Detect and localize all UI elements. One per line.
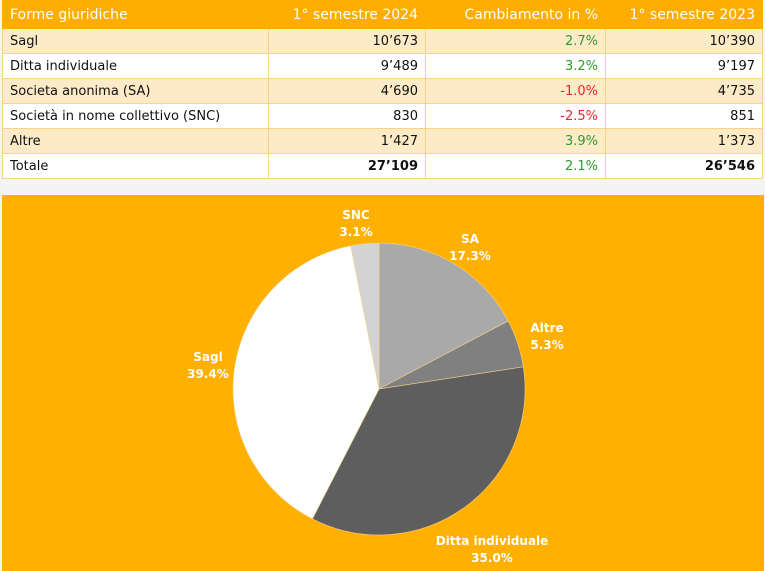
- cell-change-percent: 3.2%: [425, 53, 606, 79]
- slice-label: Altre: [530, 321, 563, 335]
- header-change-percent: Cambiamento in %: [425, 0, 606, 29]
- cell-legal-form: Sagl: [2, 28, 269, 54]
- cell-legal-form: Società in nome collettivo (SNC): [2, 103, 269, 129]
- cell-legal-form: Altre: [2, 128, 269, 154]
- cell-legal-form: Totale: [2, 153, 269, 179]
- table-row: Ditta individuale 9’489 3.2% 9’197: [2, 53, 763, 79]
- pie-chart: SA 17.3% Altre 5.3% Ditta individuale 35.0% Sa…: [187, 208, 563, 565]
- cell-semester-2024: 830: [268, 103, 426, 129]
- header-semester-2023: 1° semestre 2023: [605, 0, 763, 29]
- cell-semester-2024: 10’673: [268, 28, 426, 54]
- legal-forms-table: Forme giuridiche 1° semestre 2024 Cambia…: [2, 0, 763, 179]
- cell-semester-2024: 27’109: [268, 153, 426, 179]
- header-legal-form: Forme giuridiche: [2, 0, 269, 29]
- header-semester-2024: 1° semestre 2024: [268, 0, 426, 29]
- pie-chart-panel: SA 17.3% Altre 5.3% Ditta individuale 35.0% Sa…: [2, 195, 764, 571]
- slice-label: Sagl: [193, 350, 222, 364]
- cell-semester-2024: 4’690: [268, 78, 426, 104]
- table-total-row: Totale 27’109 2.1% 26’546: [2, 153, 763, 179]
- cell-semester-2023: 9’197: [605, 53, 763, 79]
- cell-legal-form: Societa anonima (SA): [2, 78, 269, 104]
- cell-change-percent: -2.5%: [425, 103, 606, 129]
- slice-value-label: 3.1%: [339, 225, 372, 239]
- pie-slice-ditta-individuale: [311, 366, 526, 536]
- cell-semester-2023: 4’735: [605, 78, 763, 104]
- slice-label: SA: [461, 232, 480, 246]
- cell-change-percent: 3.9%: [425, 128, 606, 154]
- cell-semester-2023: 26’546: [605, 153, 763, 179]
- pie-slice-sa: [378, 242, 509, 390]
- cell-legal-form: Ditta individuale: [2, 53, 269, 79]
- pie-slice-sagl: [232, 245, 380, 520]
- cell-semester-2023: 10’390: [605, 28, 763, 54]
- cell-change-percent: 2.7%: [425, 28, 606, 54]
- slice-value-label: 39.4%: [187, 367, 229, 381]
- cell-change-percent: -1.0%: [425, 78, 606, 104]
- cell-semester-2024: 1’427: [268, 128, 426, 154]
- table-row: Altre 1’427 3.9% 1’373: [2, 128, 763, 154]
- slice-value-label: 17.3%: [449, 249, 491, 263]
- slice-value-label: 5.3%: [530, 338, 563, 352]
- slice-label: Ditta individuale: [436, 534, 549, 548]
- table-header-row: Forme giuridiche 1° semestre 2024 Cambia…: [2, 0, 763, 29]
- cell-semester-2023: 851: [605, 103, 763, 129]
- table-row: Societa anonima (SA) 4’690 -1.0% 4’735: [2, 78, 763, 104]
- cell-semester-2024: 9’489: [268, 53, 426, 79]
- slice-value-label: 35.0%: [471, 551, 513, 565]
- cell-semester-2023: 1’373: [605, 128, 763, 154]
- table-row: Società in nome collettivo (SNC) 830 -2.5%…: [2, 103, 763, 129]
- pie-slice-snc: [350, 242, 380, 390]
- cell-change-percent: 2.1%: [425, 153, 606, 179]
- slice-label: SNC: [342, 208, 370, 222]
- table-row: Sagl 10’673 2.7% 10’390: [2, 28, 763, 54]
